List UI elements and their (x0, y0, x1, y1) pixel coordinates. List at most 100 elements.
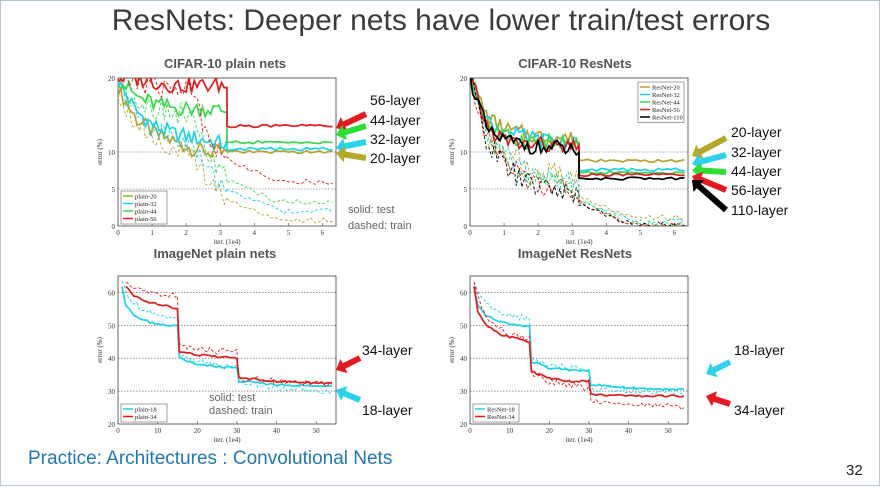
label-imagenet-res-34: 34-layer (734, 402, 785, 418)
plot-frame (117, 275, 337, 425)
x-tick-label: 0 (468, 229, 472, 237)
note-imagenet-solid-test: solid: test (209, 392, 256, 404)
series-train-line (470, 78, 685, 226)
legend-entry: plain-20 (135, 194, 157, 201)
x-axis-label: iter. (1e4) (213, 436, 241, 444)
series-test-line (473, 286, 685, 398)
x-tick-label: 20 (194, 427, 202, 435)
label-cifar-plain-20: 20-layer (370, 150, 421, 166)
y-tick-label: 0 (464, 223, 468, 231)
label-cifar-res-56: 56-layer (731, 182, 782, 198)
footer-link[interactable]: Practice: Architectures : Convolutional … (28, 448, 393, 469)
legend-entry: plain-32 (135, 201, 157, 208)
cifar-resnet-chart: 0 5 10 20 0 1 2 3 4 5 6 iter. (1e4) error (%) ResNet-… (448, 75, 689, 246)
series-train-line (125, 281, 333, 387)
series-train-line (118, 98, 333, 224)
series-group (470, 78, 685, 226)
y-tick-label: 40 (108, 355, 116, 363)
x-tick-label: 0 (116, 229, 120, 237)
y-tick-label: 40 (460, 355, 468, 363)
legend-entry: ResNet-20 (652, 85, 680, 92)
series-test-line (470, 78, 685, 181)
legend-entry: ResNet-34 (487, 414, 516, 421)
series-group (121, 280, 333, 395)
y-tick-label: 5 (112, 186, 116, 194)
series-train-line (118, 78, 333, 185)
y-tick-label: 20 (108, 75, 116, 83)
x-tick-label: 0 (468, 427, 472, 435)
x-tick-label: 20 (546, 427, 554, 435)
note-solid-test: solid: test (348, 204, 395, 216)
panel-title-imagenet-resnet: ImageNet ResNets (517, 246, 633, 261)
series-test-line (121, 286, 333, 388)
series-train-line (118, 80, 333, 215)
series-test-line (473, 286, 685, 392)
series-train-line (118, 78, 333, 205)
arrow-cifar-plain-20 (336, 146, 367, 163)
series-test-line (470, 80, 685, 163)
x-tick-label: 2 (536, 229, 540, 237)
x-tick-label: 0 (116, 427, 120, 435)
series-test-line (125, 285, 332, 385)
label-cifar-plain-32: 32-layer (370, 131, 421, 147)
panel-title-imagenet-plain: ImageNet plain nets (153, 246, 277, 261)
x-axis-label: iter. (1e4) (213, 238, 241, 246)
legend-entry: ResNet-44 (652, 100, 681, 107)
x-tick-label: 1 (502, 229, 506, 237)
panel-title-cifar-resnet: CIFAR-10 ResNets (518, 56, 632, 71)
y-axis-label: error (%) (96, 138, 104, 165)
label-cifar-plain-44: 44-layer (370, 112, 421, 128)
series-train-line (470, 78, 685, 226)
imagenet-resnet-chart: 20 30 40 50 60 0 10 20 30 40 50 iter. (1e4) error (%… (448, 275, 689, 444)
x-tick-label: 1 (150, 229, 154, 237)
series-train-line (470, 78, 685, 225)
x-axis-label: iter. (1e4) (565, 436, 593, 444)
label-imagenet-plain-18: 18-layer (362, 402, 413, 418)
y-tick-label: 0 (112, 223, 116, 231)
legend-entry: ResNet-56 (652, 107, 681, 114)
x-tick-label: 5 (287, 229, 291, 237)
y-tick-label: 20 (108, 421, 116, 429)
series-train-line (470, 82, 685, 226)
legend-entry: plain-56 (135, 216, 157, 223)
series-test-line (118, 79, 333, 145)
plot-frame (469, 275, 689, 425)
y-tick-label: 20 (460, 75, 468, 83)
y-tick-label: 50 (108, 322, 116, 330)
x-tick-label: 10 (506, 427, 514, 435)
label-imagenet-plain-34: 34-layer (362, 342, 413, 358)
x-tick-label: 2 (184, 229, 188, 237)
panel-title-cifar-plain: CIFAR-10 plain nets (163, 56, 287, 71)
y-tick-label: 30 (460, 388, 468, 396)
note-dashed-train: dashed: train (348, 220, 412, 232)
x-tick-label: 40 (625, 427, 633, 435)
arrow-cifar-res-20 (692, 135, 728, 159)
y-tick-label: 50 (460, 322, 468, 330)
series-test-line (118, 78, 333, 129)
note-imagenet-dashed-train: dashed: train (209, 405, 273, 417)
x-tick-label: 50 (313, 427, 321, 435)
series-group (473, 281, 685, 411)
slide-title: ResNets: Deeper nets have lower train/te… (111, 4, 771, 37)
label-cifar-res-110: 110-layer (731, 202, 789, 218)
x-axis-label: iter. (1e4) (565, 238, 593, 246)
x-tick-label: 4 (253, 229, 257, 237)
label-imagenet-res-18: 18-layer (734, 342, 785, 358)
series-train-line (121, 280, 333, 395)
x-tick-label: 6 (673, 229, 677, 237)
label-cifar-res-44: 44-layer (731, 163, 782, 179)
arrow-cifar-plain-44 (336, 123, 367, 141)
series-train-line (471, 78, 685, 221)
arrow-cifar-plain-56 (336, 111, 368, 132)
x-tick-label: 6 (321, 229, 325, 237)
label-cifar-res-20: 20-layer (731, 124, 782, 140)
label-cifar-res-32: 32-layer (731, 144, 782, 160)
imagenet-plain-chart: 20 30 40 50 60 0 10 20 30 40 50 iter. (1e4) error (%… (96, 275, 337, 444)
series-train-line (473, 281, 685, 397)
x-tick-label: 30 (233, 427, 241, 435)
cifar-plain-chart: 0 5 10 20 0 1 2 3 4 5 6 iter. (1e4) error (%) plain-2… (96, 75, 337, 246)
y-axis-label: error (%) (96, 336, 104, 363)
arrow-imagenet-res-34 (706, 391, 731, 407)
